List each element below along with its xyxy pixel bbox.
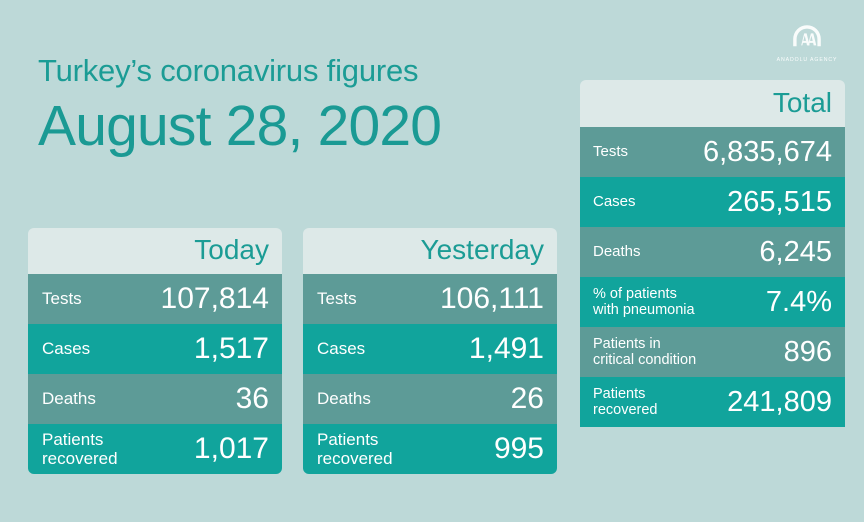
- logo-caption: ANADOLU AGENCY: [776, 57, 838, 63]
- table-row: Patients recovered 241,809: [580, 377, 845, 427]
- row-label: Deaths: [593, 242, 641, 260]
- table-row: Tests 106,111: [303, 274, 557, 324]
- row-label: Patients recovered: [42, 429, 118, 468]
- row-value: 995: [493, 432, 544, 465]
- row-value: 6,245: [759, 235, 832, 268]
- row-value: 896: [783, 335, 832, 368]
- row-label: Cases: [593, 192, 636, 210]
- row-label: Tests: [42, 289, 82, 309]
- table-row: Deaths 36: [28, 374, 282, 424]
- row-label: Cases: [317, 339, 366, 359]
- table-row: Deaths 26: [303, 374, 557, 424]
- row-label: Cases: [42, 339, 91, 359]
- table-row: Tests 6,835,674: [580, 127, 845, 177]
- table-row: Tests 107,814: [28, 274, 282, 324]
- row-value: 36: [235, 382, 269, 415]
- table-row: Cases 265,515: [580, 177, 845, 227]
- anadolu-agency-logo: ANADOLU AGENCY: [777, 22, 836, 66]
- row-label: Deaths: [317, 389, 371, 409]
- table-row: Patients in critical condition 896: [580, 327, 845, 377]
- row-label: Patients recovered: [317, 429, 393, 468]
- yesterday-table: Yesterday Tests 106,111 Cases 1,491 Deat…: [303, 228, 557, 474]
- row-value: 265,515: [727, 185, 832, 218]
- row-value: 1,517: [193, 332, 269, 365]
- table-row: Patients recovered 1,017: [28, 424, 282, 474]
- today-table: Today Tests 107,814 Cases 1,517 Deaths 3…: [28, 228, 282, 474]
- row-value: 26: [510, 382, 544, 415]
- row-label: Tests: [317, 289, 357, 309]
- title-block: Turkey’s coronavirus figures August 28, …: [38, 52, 442, 158]
- row-value: 1,017: [193, 432, 269, 465]
- total-table-header: Total: [580, 80, 845, 127]
- row-label: Deaths: [42, 389, 96, 409]
- table-row: Patients recovered 995: [303, 424, 557, 474]
- anadolu-agency-logo-icon: [790, 22, 824, 56]
- page-subtitle: Turkey’s coronavirus figures: [38, 53, 419, 88]
- yesterday-table-header: Yesterday: [303, 228, 557, 274]
- table-row: Cases 1,491: [303, 324, 557, 374]
- table-row: Cases 1,517: [28, 324, 282, 374]
- row-label: % of patients with pneumonia: [593, 285, 695, 318]
- row-value: 7.4%: [765, 285, 832, 318]
- table-row: % of patients with pneumonia 7.4%: [580, 277, 845, 327]
- table-row: Deaths 6,245: [580, 227, 845, 277]
- row-label: Patients in critical condition: [593, 335, 697, 368]
- row-value: 1,491: [468, 332, 544, 365]
- total-table: Total Tests 6,835,674 Cases 265,515 Deat…: [580, 80, 845, 475]
- row-label: Patients recovered: [593, 385, 658, 418]
- page-title: August 28, 2020: [38, 94, 442, 158]
- row-value: 6,835,674: [702, 135, 832, 168]
- row-value: 241,809: [727, 385, 832, 418]
- row-value: 107,814: [160, 282, 269, 315]
- row-value: 106,111: [440, 282, 544, 315]
- today-table-header: Today: [28, 228, 282, 274]
- row-label: Tests: [593, 142, 629, 160]
